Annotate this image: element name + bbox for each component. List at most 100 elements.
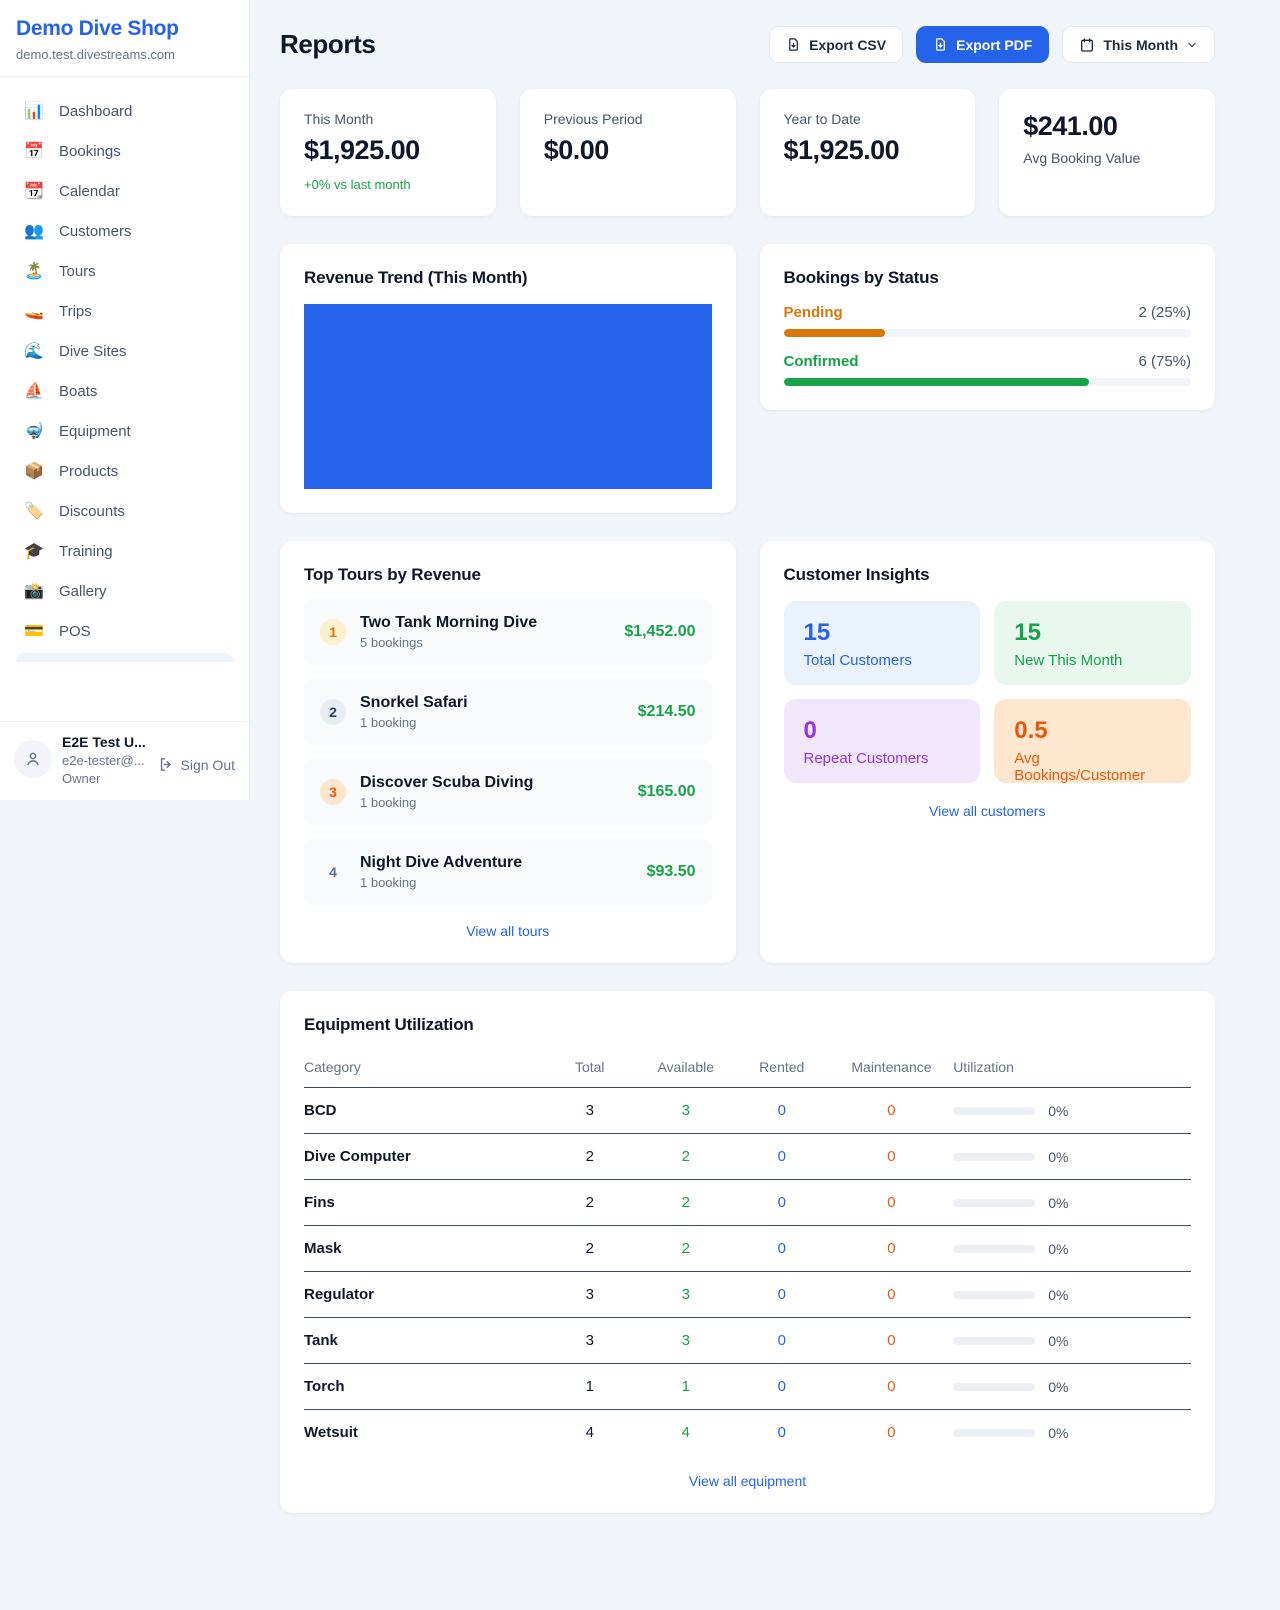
stat-card-avg-booking-value: $241.00 Avg Booking Value xyxy=(999,89,1215,216)
stat-card-year-to-date: Year to Date $1,925.00 xyxy=(759,89,976,216)
utilization-bar-track xyxy=(953,1290,1036,1299)
user-role: Owner xyxy=(62,771,101,786)
page-title: Reports xyxy=(280,29,376,59)
status-count: 6 (75%) xyxy=(1138,353,1191,370)
calendar-icon xyxy=(1081,37,1094,52)
stat-value: $1,925.00 xyxy=(783,135,900,165)
tour-name: Night Dive Adventure xyxy=(360,854,523,871)
cell-total: 2 xyxy=(541,1225,638,1272)
graduation-cap-icon: 🎓 xyxy=(24,543,44,560)
sidebar-item-equipment[interactable]: 🤿 Equipment xyxy=(12,411,237,451)
cell-category: Wetsuit xyxy=(304,1424,358,1441)
tour-row: 2 Snorkel Safari 1 booking $214.50 xyxy=(304,679,712,745)
sidebar-item-label: Dive Sites xyxy=(59,342,127,360)
view-all-tours-link[interactable]: View all tours xyxy=(466,923,550,939)
sidebar-item-products[interactable]: 📦 Products xyxy=(12,451,237,491)
cell-maintenance: 0 xyxy=(829,1363,954,1410)
period-dropdown[interactable]: This Month xyxy=(1062,26,1215,63)
tile-value: 0 xyxy=(803,717,817,744)
status-bar-track xyxy=(783,329,1191,337)
cell-rented: 0 xyxy=(733,1317,830,1364)
sidebar-item-label: Trips xyxy=(59,302,92,320)
sidebar-item-pos[interactable]: 💳 POS xyxy=(12,611,237,651)
user-meta: E2E Test U... e2e-tester@... Owner xyxy=(62,734,148,786)
status-bar-fill xyxy=(783,329,886,337)
tour-row: 4 Night Dive Adventure 1 booking $93.50 xyxy=(304,839,712,905)
table-row: Mask 2 2 0 0 0% xyxy=(304,1225,1191,1272)
sidebar: Demo Dive Shop demo.test.divestreams.com… xyxy=(0,0,250,800)
cell-total: 1 xyxy=(541,1363,638,1410)
table-row: Tank 3 3 0 0 0% xyxy=(304,1317,1191,1364)
sidebar-item-label: Discounts xyxy=(59,502,125,520)
export-pdf-button[interactable]: Export PDF xyxy=(916,26,1050,63)
view-all-equipment-link[interactable]: View all equipment xyxy=(688,1473,807,1489)
period-label: This Month xyxy=(1103,36,1178,53)
customer-insights-title: Customer Insights xyxy=(783,565,930,584)
speedboat-icon: 🚤 xyxy=(24,303,44,320)
cell-maintenance: 0 xyxy=(829,1179,954,1226)
stats-row: This Month $1,925.00 +0% vs last month P… xyxy=(280,89,1215,216)
top-tours-title: Top Tours by Revenue xyxy=(304,565,481,584)
tour-bookings: 1 booking xyxy=(360,715,417,730)
insights-row: Top Tours by Revenue 1 Two Tank Morning … xyxy=(280,541,1215,963)
island-icon: 🏝️ xyxy=(24,263,44,280)
people-icon: 👥 xyxy=(24,223,44,240)
stat-value: $1,925.00 xyxy=(304,135,420,165)
sidebar-item-bookings[interactable]: 📅 Bookings xyxy=(12,131,237,171)
status-row-pending: Pending 2 (25%) xyxy=(783,304,1191,337)
sidebar-item-trips[interactable]: 🚤 Trips xyxy=(12,291,237,331)
tour-row: 1 Two Tank Morning Dive 5 bookings $1,45… xyxy=(304,599,712,665)
utilization-percent: 0% xyxy=(1048,1194,1069,1211)
table-row: Dive Computer 2 2 0 0 0% xyxy=(304,1133,1191,1180)
stat-label: Avg Booking Value xyxy=(1023,150,1141,166)
camera-icon: 📸 xyxy=(24,583,44,600)
tile-avg-bookings-customer: 0.5 Avg Bookings/Customer xyxy=(994,699,1191,784)
sidebar-item-training[interactable]: 🎓 Training xyxy=(12,531,237,571)
utilization-bar-track xyxy=(953,1244,1036,1253)
sidebar-item-boats[interactable]: ⛵ Boats xyxy=(12,371,237,411)
tear-off-calendar-icon: 📆 xyxy=(24,183,44,200)
sidebar-item-label: Gallery xyxy=(59,582,107,600)
sidebar-item-reports-partial[interactable] xyxy=(16,653,233,662)
cell-available: 2 xyxy=(637,1225,734,1272)
sign-out-button[interactable]: Sign Out xyxy=(158,756,235,773)
cell-category: Mask xyxy=(304,1225,542,1272)
sidebar-item-label: Customers xyxy=(59,222,132,240)
sidebar-item-calendar[interactable]: 📆 Calendar xyxy=(12,171,237,211)
cell-category: Torch xyxy=(304,1363,542,1410)
sidebar-item-label: POS xyxy=(59,622,91,640)
tour-bookings: 1 booking xyxy=(360,795,417,810)
file-download-icon xyxy=(936,38,945,51)
tile-value: 0.5 xyxy=(1014,717,1048,744)
sidebar-item-dashboard[interactable]: 📊 Dashboard xyxy=(12,91,237,131)
sidebar-item-gallery[interactable]: 📸 Gallery xyxy=(12,571,237,611)
status-row-confirmed: Confirmed 6 (75%) xyxy=(783,353,1191,386)
sidebar-item-label: Equipment xyxy=(59,422,131,440)
sidebar-item-discounts[interactable]: 🏷️ Discounts xyxy=(12,491,237,531)
cell-rented: 0 xyxy=(733,1133,830,1180)
view-all-customers-link[interactable]: View all customers xyxy=(929,803,1046,819)
column-header-maintenance: Maintenance xyxy=(829,1051,954,1088)
cell-maintenance: 0 xyxy=(829,1087,954,1134)
utilization-percent: 0% xyxy=(1048,1332,1069,1349)
tour-amount: $1,452.00 xyxy=(624,623,696,640)
sidebar-item-dive-sites[interactable]: 🌊 Dive Sites xyxy=(12,331,237,371)
table-row: Regulator 3 3 0 0 0% xyxy=(304,1271,1191,1318)
sidebar-item-customers[interactable]: 👥 Customers xyxy=(12,211,237,251)
cell-category: Regulator xyxy=(304,1271,542,1318)
tile-label: Repeat Customers xyxy=(803,750,929,767)
main-content: Reports Export CSV Export PDF xyxy=(250,0,1280,1553)
export-csv-button[interactable]: Export CSV xyxy=(769,26,904,63)
stat-card-previous-period: Previous Period $0.00 xyxy=(519,89,736,216)
sailboat-icon: ⛵ xyxy=(24,383,44,400)
cell-rented: 0 xyxy=(733,1087,830,1134)
utilization-percent: 0% xyxy=(1048,1378,1069,1395)
sidebar-item-tours[interactable]: 🏝️ Tours xyxy=(12,251,237,291)
table-row: Wetsuit 4 4 0 0 0% xyxy=(304,1410,1191,1456)
utilization-bar-track xyxy=(953,1336,1036,1345)
utilization-percent: 0% xyxy=(1048,1148,1069,1165)
utilization-bar-track xyxy=(953,1428,1036,1437)
cell-total: 2 xyxy=(541,1133,638,1180)
wave-icon: 🌊 xyxy=(24,343,44,360)
table-row: Torch 1 1 0 0 0% xyxy=(304,1363,1191,1410)
